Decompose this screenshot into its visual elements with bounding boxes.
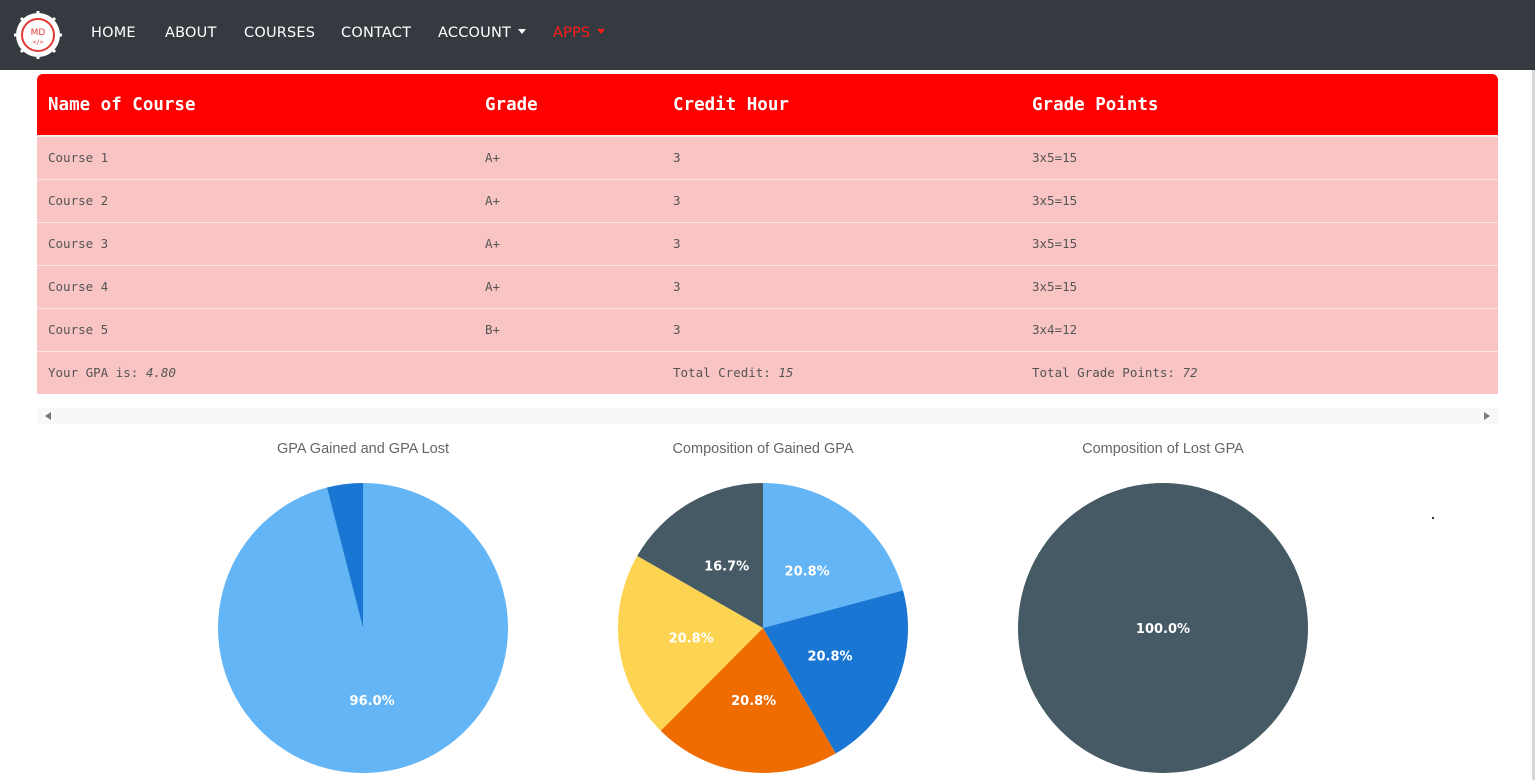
cell-grade: A+ — [474, 221, 662, 265]
pie-chart-lost-composition: 100.0% — [1018, 483, 1308, 773]
pie-slice-gpa-gained[interactable] — [217, 483, 508, 773]
pie-chart-gained-composition: 20.8% 20.8% 20.8% 20.8% 16.7% — [618, 483, 908, 773]
table-row: Course 4 A+ 3 3x5=15 — [37, 264, 1498, 308]
pie-slice-label: 20.8% — [669, 632, 714, 647]
table-row: Course 2 A+ 3 3x5=15 — [37, 178, 1498, 222]
pie-slice-course-4[interactable] — [618, 555, 763, 731]
pie-slice-label: 20.8% — [731, 694, 776, 709]
table-horizontal-scrollbar[interactable] — [37, 408, 1498, 424]
points-summary: Total Grade Points: 72 — [1021, 350, 1498, 394]
gpa-label: Your GPA is: — [48, 365, 146, 381]
cell-points: 3x4=12 — [1021, 307, 1498, 351]
header-course-name: Name of Course — [37, 74, 474, 137]
stray-dot — [1432, 517, 1434, 519]
cell-points: 3x5=15 — [1021, 264, 1498, 308]
table-row: Course 5 B+ 3 3x4=12 — [37, 307, 1498, 351]
pie-slice-course-2[interactable] — [763, 590, 908, 754]
cell-grade: B+ — [474, 307, 662, 351]
header-grade-points: Grade Points — [1021, 74, 1498, 137]
gpa-summary: Your GPA is: 4.80 — [37, 350, 474, 394]
header-credit-hour: Credit Hour — [662, 74, 1021, 137]
cell-course: Course 5 — [37, 307, 474, 351]
pie-slice-course-5[interactable] — [637, 483, 763, 628]
cell-grade: A+ — [474, 264, 662, 308]
pie-slice-gpa-lost[interactable] — [326, 483, 363, 628]
chevron-down-icon — [518, 29, 527, 34]
cell-credit: 3 — [662, 307, 1021, 351]
cell-course: Course 4 — [37, 264, 474, 308]
pie-slice-label: 100.0% — [1136, 622, 1190, 637]
pie-slice-course-3[interactable] — [660, 628, 836, 773]
nav-apps-label: APPS — [553, 25, 591, 41]
cell-credit: 3 — [662, 264, 1021, 308]
credit-summary: Total Credit: 15 — [662, 350, 1021, 394]
cell-course: Course 3 — [37, 221, 474, 265]
nav-home[interactable]: HOME — [91, 25, 136, 41]
cell-points: 3x5=15 — [1021, 178, 1498, 222]
chart-title-lost-composition: Composition of Lost GPA — [1082, 441, 1244, 457]
table-row: Course 3 A+ 3 3x5=15 — [37, 221, 1498, 265]
table-row: Course 1 A+ 3 3x5=15 — [37, 135, 1498, 179]
pie-slice-label: 96.0% — [350, 694, 395, 709]
cell-course: Course 2 — [37, 178, 474, 222]
total-points-value: 72 — [1182, 365, 1198, 381]
site-logo[interactable]: MD </> — [14, 11, 62, 59]
pie-slice-label: 20.8% — [785, 564, 830, 579]
scroll-right-icon[interactable] — [1484, 412, 1490, 420]
cell-credit: 3 — [662, 178, 1021, 222]
gpa-table-container: Name of Course Grade Credit Hour Grade P… — [37, 74, 1498, 394]
cell-course: Course 1 — [37, 135, 474, 179]
pie-chart-gpa-gained-lost: 96.0% — [217, 483, 508, 773]
total-credit-value: 15 — [778, 365, 794, 381]
chart-title-gained-composition: Composition of Gained GPA — [672, 441, 854, 457]
scroll-left-icon[interactable] — [45, 412, 51, 420]
pie-slice-label: 20.8% — [807, 650, 852, 665]
cell-credit: 3 — [662, 135, 1021, 179]
nav-about[interactable]: ABOUT — [165, 25, 217, 41]
nav-contact[interactable]: CONTACT — [341, 25, 412, 41]
table-header-row: Name of Course Grade Credit Hour Grade P… — [37, 74, 1498, 137]
nav-account-dropdown[interactable]: ACCOUNT — [438, 25, 527, 41]
nav-apps-dropdown[interactable]: APPS — [553, 25, 606, 41]
summary-row: Your GPA is: 4.80 Total Credit: 15 Total… — [37, 350, 1498, 394]
gpa-value: 4.80 — [145, 365, 176, 381]
logo-subtext: </> — [33, 39, 44, 46]
header-grade: Grade — [474, 74, 662, 137]
cell-grade: A+ — [474, 135, 662, 179]
cell-credit: 3 — [662, 221, 1021, 265]
chart-title-gpa-gained-lost: GPA Gained and GPA Lost — [277, 441, 449, 457]
cell-grade: A+ — [474, 178, 662, 222]
nav-courses[interactable]: COURSES — [244, 25, 316, 41]
nav-account-label: ACCOUNT — [438, 25, 512, 41]
total-credit-label: Total Credit: — [673, 365, 779, 381]
navbar: MD </> HOME ABOUT COURSES CONTACT ACCOUN… — [0, 0, 1535, 70]
pie-slice-label: 16.7% — [704, 559, 749, 574]
chevron-down-icon — [597, 29, 606, 34]
page-scrollbar[interactable] — [1532, 70, 1535, 780]
summary-empty — [474, 350, 662, 394]
pie-slice-course-1[interactable] — [763, 483, 904, 628]
cell-points: 3x5=15 — [1021, 135, 1498, 179]
total-points-label: Total Grade Points: — [1032, 365, 1183, 381]
logo-text: MD — [31, 28, 46, 38]
gpa-table: Name of Course Grade Credit Hour Grade P… — [37, 74, 1498, 394]
pie-slice-course-5[interactable] — [1018, 483, 1308, 773]
cell-points: 3x5=15 — [1021, 221, 1498, 265]
